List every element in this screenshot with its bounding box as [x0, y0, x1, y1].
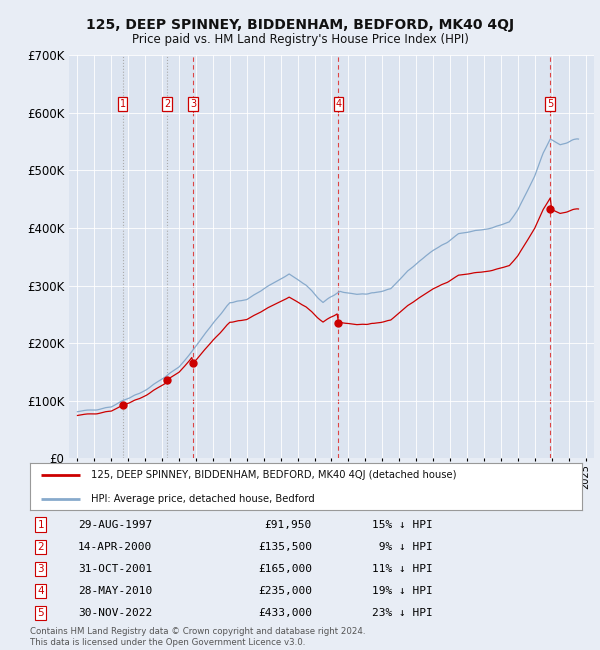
Text: 2: 2 [37, 541, 44, 552]
Text: 9% ↓ HPI: 9% ↓ HPI [372, 541, 433, 552]
Text: £433,000: £433,000 [258, 608, 312, 618]
Text: £91,950: £91,950 [265, 519, 312, 530]
Text: 15% ↓ HPI: 15% ↓ HPI [372, 519, 433, 530]
Text: 4: 4 [37, 586, 44, 596]
Text: HPI: Average price, detached house, Bedford: HPI: Average price, detached house, Bedf… [91, 493, 314, 504]
Text: £235,000: £235,000 [258, 586, 312, 596]
Text: 30-NOV-2022: 30-NOV-2022 [78, 608, 152, 618]
Text: Contains HM Land Registry data © Crown copyright and database right 2024.
This d: Contains HM Land Registry data © Crown c… [30, 627, 365, 647]
Text: 11% ↓ HPI: 11% ↓ HPI [372, 564, 433, 574]
Text: 1: 1 [37, 519, 44, 530]
Text: 29-AUG-1997: 29-AUG-1997 [78, 519, 152, 530]
Text: 14-APR-2000: 14-APR-2000 [78, 541, 152, 552]
Text: 1: 1 [119, 99, 125, 109]
Text: 31-OCT-2001: 31-OCT-2001 [78, 564, 152, 574]
Text: 28-MAY-2010: 28-MAY-2010 [78, 586, 152, 596]
Text: 4: 4 [335, 99, 341, 109]
Text: 3: 3 [37, 564, 44, 574]
Text: 23% ↓ HPI: 23% ↓ HPI [372, 608, 433, 618]
Text: £165,000: £165,000 [258, 564, 312, 574]
Text: 19% ↓ HPI: 19% ↓ HPI [372, 586, 433, 596]
Text: 5: 5 [37, 608, 44, 618]
Text: 2: 2 [164, 99, 170, 109]
Text: Price paid vs. HM Land Registry's House Price Index (HPI): Price paid vs. HM Land Registry's House … [131, 32, 469, 46]
Text: 3: 3 [190, 99, 196, 109]
Text: 5: 5 [547, 99, 553, 109]
Text: 125, DEEP SPINNEY, BIDDENHAM, BEDFORD, MK40 4QJ (detached house): 125, DEEP SPINNEY, BIDDENHAM, BEDFORD, M… [91, 470, 456, 480]
Text: £135,500: £135,500 [258, 541, 312, 552]
Text: 125, DEEP SPINNEY, BIDDENHAM, BEDFORD, MK40 4QJ: 125, DEEP SPINNEY, BIDDENHAM, BEDFORD, M… [86, 18, 514, 32]
